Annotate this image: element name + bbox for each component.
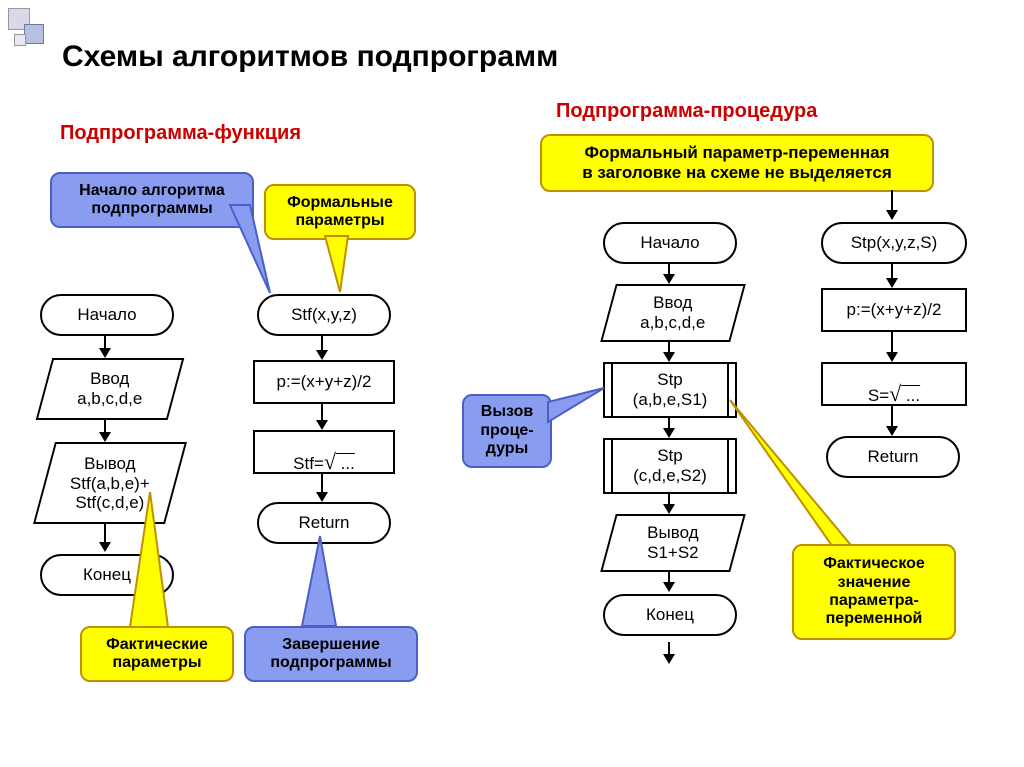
callout-tail	[130, 492, 180, 632]
arrow-head	[663, 582, 675, 592]
banner-formal-param-var: Формальный параметр-переменная в заголов…	[540, 134, 934, 192]
callout-call-proc: Вызов проце- дуры	[462, 394, 552, 468]
arrow-head	[99, 348, 111, 358]
arrow-head	[316, 420, 328, 430]
left-main-input: Ввод a,b,c,d,e	[36, 358, 185, 420]
callout-tail	[300, 536, 340, 630]
callout-actual-value: Фактическое значение параметра- переменн…	[792, 544, 956, 640]
proc2-prefix-r: S=	[868, 386, 889, 405]
left-sub-proc1: p:=(x+y+z)/2	[253, 360, 395, 404]
right-main-start: Начало	[603, 222, 737, 264]
callout-start-algo: Начало алгоритма подпрограммы	[50, 172, 254, 228]
right-main-output-text: Вывод S1+S2	[647, 523, 699, 562]
right-main-input: Ввод a,b,c,d,e	[600, 284, 746, 342]
page-title: Схемы алгоритмов подпрограмм	[62, 40, 558, 74]
arrow-head	[663, 274, 675, 284]
sqrt-symbol: √	[324, 449, 336, 474]
arrow-head	[663, 654, 675, 664]
arrow-head	[99, 432, 111, 442]
proc2-suffix-r: ...	[901, 386, 920, 405]
left-main-start: Начало	[40, 294, 174, 336]
right-main-call1: Stp (a,b,e,S1)	[603, 362, 737, 418]
arrow-head	[886, 210, 898, 220]
callout-tail	[320, 236, 360, 296]
left-sub-proc2: Stf=√ ...	[253, 430, 395, 474]
arrow-head	[316, 350, 328, 360]
callout-formal-params: Формальные параметры	[264, 184, 416, 240]
arrow-head	[663, 504, 675, 514]
arrow-head	[663, 428, 675, 438]
decor-square	[14, 34, 26, 46]
left-sub-head: Stf(x,y,z)	[257, 294, 391, 336]
proc2-prefix: Stf=	[293, 454, 324, 473]
sqrt-symbol-r: √	[889, 381, 901, 406]
decor-square	[24, 24, 44, 44]
right-sub-head: Stp(x,y,z,S)	[821, 222, 967, 264]
right-main-end: Конец	[603, 594, 737, 636]
right-main-output: Вывод S1+S2	[600, 514, 746, 572]
right-main-input-text: Ввод a,b,c,d,e	[640, 293, 705, 332]
arrow-head	[886, 278, 898, 288]
arrow-head	[886, 352, 898, 362]
callout-actual-params: Фактические параметры	[80, 626, 234, 682]
arrow-head	[886, 426, 898, 436]
arrow-head	[99, 542, 111, 552]
arrow-head	[663, 352, 675, 362]
procedure-subtitle: Подпрограмма-процедура	[556, 100, 817, 123]
right-sub-proc1: p:=(x+y+z)/2	[821, 288, 967, 332]
callout-tail	[548, 380, 608, 420]
proc2-suffix: ...	[336, 454, 355, 473]
left-main-input-text: Ввод a,b,c,d,e	[77, 369, 142, 408]
callout-tail	[730, 400, 860, 560]
function-subtitle: Подпрограмма-функция	[60, 122, 301, 145]
callout-end-sub: Завершение подпрограммы	[244, 626, 418, 682]
arrow-head	[316, 492, 328, 502]
right-main-call2: Stp (c,d,e,S2)	[603, 438, 737, 494]
